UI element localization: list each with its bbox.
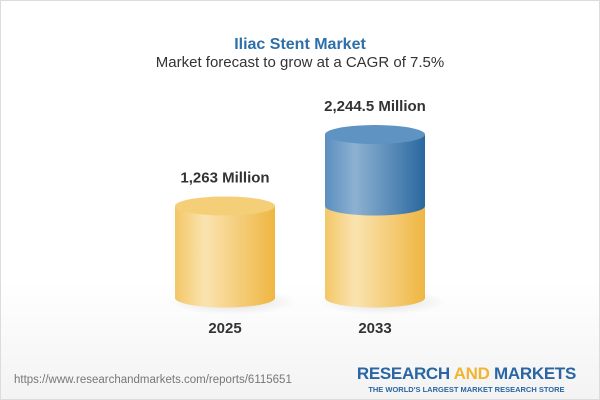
bar-cylinder [175,206,275,308]
logo-text-and: AND [453,364,490,383]
category-label: 2025 [208,320,241,337]
chart-subtitle: Market forecast to grow at a CAGR of 7.5… [155,54,445,71]
chart-title: Iliac Stent Market [234,36,366,53]
category-label: 2033 [358,320,391,337]
source-url[interactable]: https://www.researchandmarkets.com/repor… [14,374,292,386]
bar-cylinder-base [325,206,425,308]
bar-cylinder-growth-top [325,125,425,145]
data-label: 1,263 Million [180,170,269,187]
data-label: 2,244.5 Million [324,98,426,115]
bar-cylinder-top [175,196,275,216]
logo-text: RESEARCH [356,364,454,383]
logo-tagline: THE WORLD'S LARGEST MARKET RESEARCH STOR… [368,385,565,394]
logo-text: MARKETS [489,364,576,383]
brand-logo: RESEARCH AND MARKETS THE WORLD'S LARGEST… [357,364,576,394]
bar-cylinder-growth [325,134,425,216]
